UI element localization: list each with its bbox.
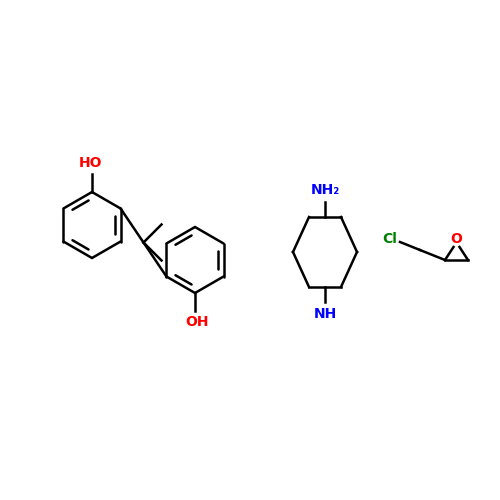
Text: OH: OH [185, 315, 209, 329]
Text: NH: NH [314, 307, 336, 321]
Text: HO: HO [78, 156, 102, 170]
Text: Cl: Cl [382, 232, 398, 246]
Text: O: O [450, 232, 462, 246]
Text: NH₂: NH₂ [310, 183, 340, 197]
